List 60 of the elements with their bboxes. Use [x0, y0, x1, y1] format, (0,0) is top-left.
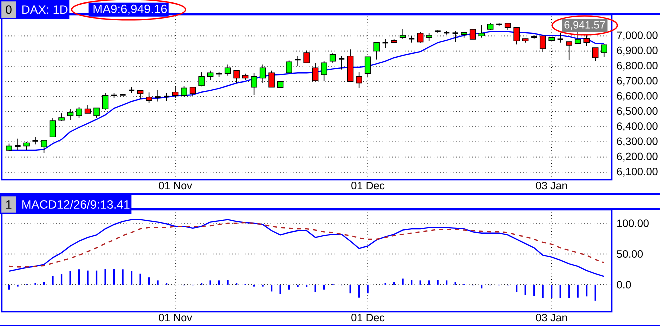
candlestick [574, 30, 582, 44]
x-tick-label: 01 Dec [352, 314, 385, 322]
x-tick-label: 03 Jan [536, 314, 568, 322]
candlestick [146, 92, 152, 104]
text: 1 [6, 200, 12, 209]
candlestick [566, 42, 572, 61]
y-tick-label: 0.0 [617, 281, 632, 289]
chart-title: DAX: 1D [22, 6, 68, 14]
candlestick [154, 90, 162, 102]
x-tick-label: 01 Nov [159, 314, 192, 322]
annotation: 6,941.57 [564, 21, 606, 30]
candlestick [67, 108, 74, 121]
candlestick [14, 138, 22, 151]
candlestick [356, 72, 362, 89]
y-tick-label: 7,000.00 [617, 32, 658, 41]
x-tick-label: 01 Nov [159, 182, 192, 190]
candlestick [32, 136, 40, 145]
x-tick-label: 03 Jan [536, 182, 568, 190]
candlestick [312, 62, 319, 82]
candlestick [338, 56, 346, 70]
candlestick [304, 50, 310, 64]
y-tick-label: 6,600.00 [617, 92, 658, 102]
candlestick [374, 42, 380, 60]
candlestick [294, 56, 302, 67]
candlestick [286, 60, 292, 74]
y-tick-label: 6,400.00 [617, 122, 658, 132]
candlestick [50, 118, 56, 138]
y-tick-label: 6,200.00 [617, 152, 658, 162]
candlestick [207, 70, 214, 80]
candlestick [190, 86, 196, 98]
candlestick [94, 108, 100, 118]
x-tick-label: 01 Dec [352, 182, 385, 190]
candlestick [601, 44, 608, 58]
candlestick [251, 72, 258, 96]
chart-title: MACD12/26/9:13.41 [22, 200, 130, 209]
candlestick [76, 107, 82, 118]
chart-subtitle: MA9:6,949.16 [94, 4, 168, 15]
candlestick [260, 64, 266, 84]
candlestick [234, 70, 240, 84]
candlestick [198, 72, 205, 87]
candlestick [224, 64, 232, 76]
candlestick [321, 61, 328, 82]
candlestick [556, 32, 564, 44]
y-tick-label: 6,500.00 [617, 107, 658, 116]
y-tick-label: 50.00 [617, 250, 643, 258]
y-tick-label: 100.00 [618, 220, 649, 228]
candlestick [41, 140, 48, 154]
y-tick-label: 6,300.00 [617, 138, 658, 147]
candlestick [181, 86, 188, 98]
candlestick [364, 56, 372, 78]
candlestick [592, 48, 599, 62]
y-tick-label: 6,700.00 [617, 77, 658, 86]
y-tick-label: 6,800.00 [617, 62, 658, 71]
candlestick [382, 39, 390, 48]
candlestick [330, 52, 336, 64]
y-tick-label: 6,900.00 [617, 46, 658, 56]
y-tick-label: 6,100.00 [617, 168, 658, 177]
candlestick [268, 70, 275, 88]
candlestick [102, 93, 109, 111]
text: 0 [6, 6, 12, 14]
